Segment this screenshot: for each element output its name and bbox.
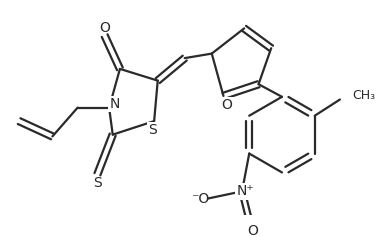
Text: N: N <box>109 97 120 111</box>
Text: S: S <box>148 123 157 137</box>
Text: S: S <box>93 176 102 190</box>
Text: O: O <box>221 98 232 112</box>
Text: O: O <box>99 21 110 35</box>
Text: N⁺: N⁺ <box>237 184 255 198</box>
Text: O: O <box>247 224 258 237</box>
Text: CH₃: CH₃ <box>353 89 376 102</box>
Text: ⁻O: ⁻O <box>191 191 210 205</box>
